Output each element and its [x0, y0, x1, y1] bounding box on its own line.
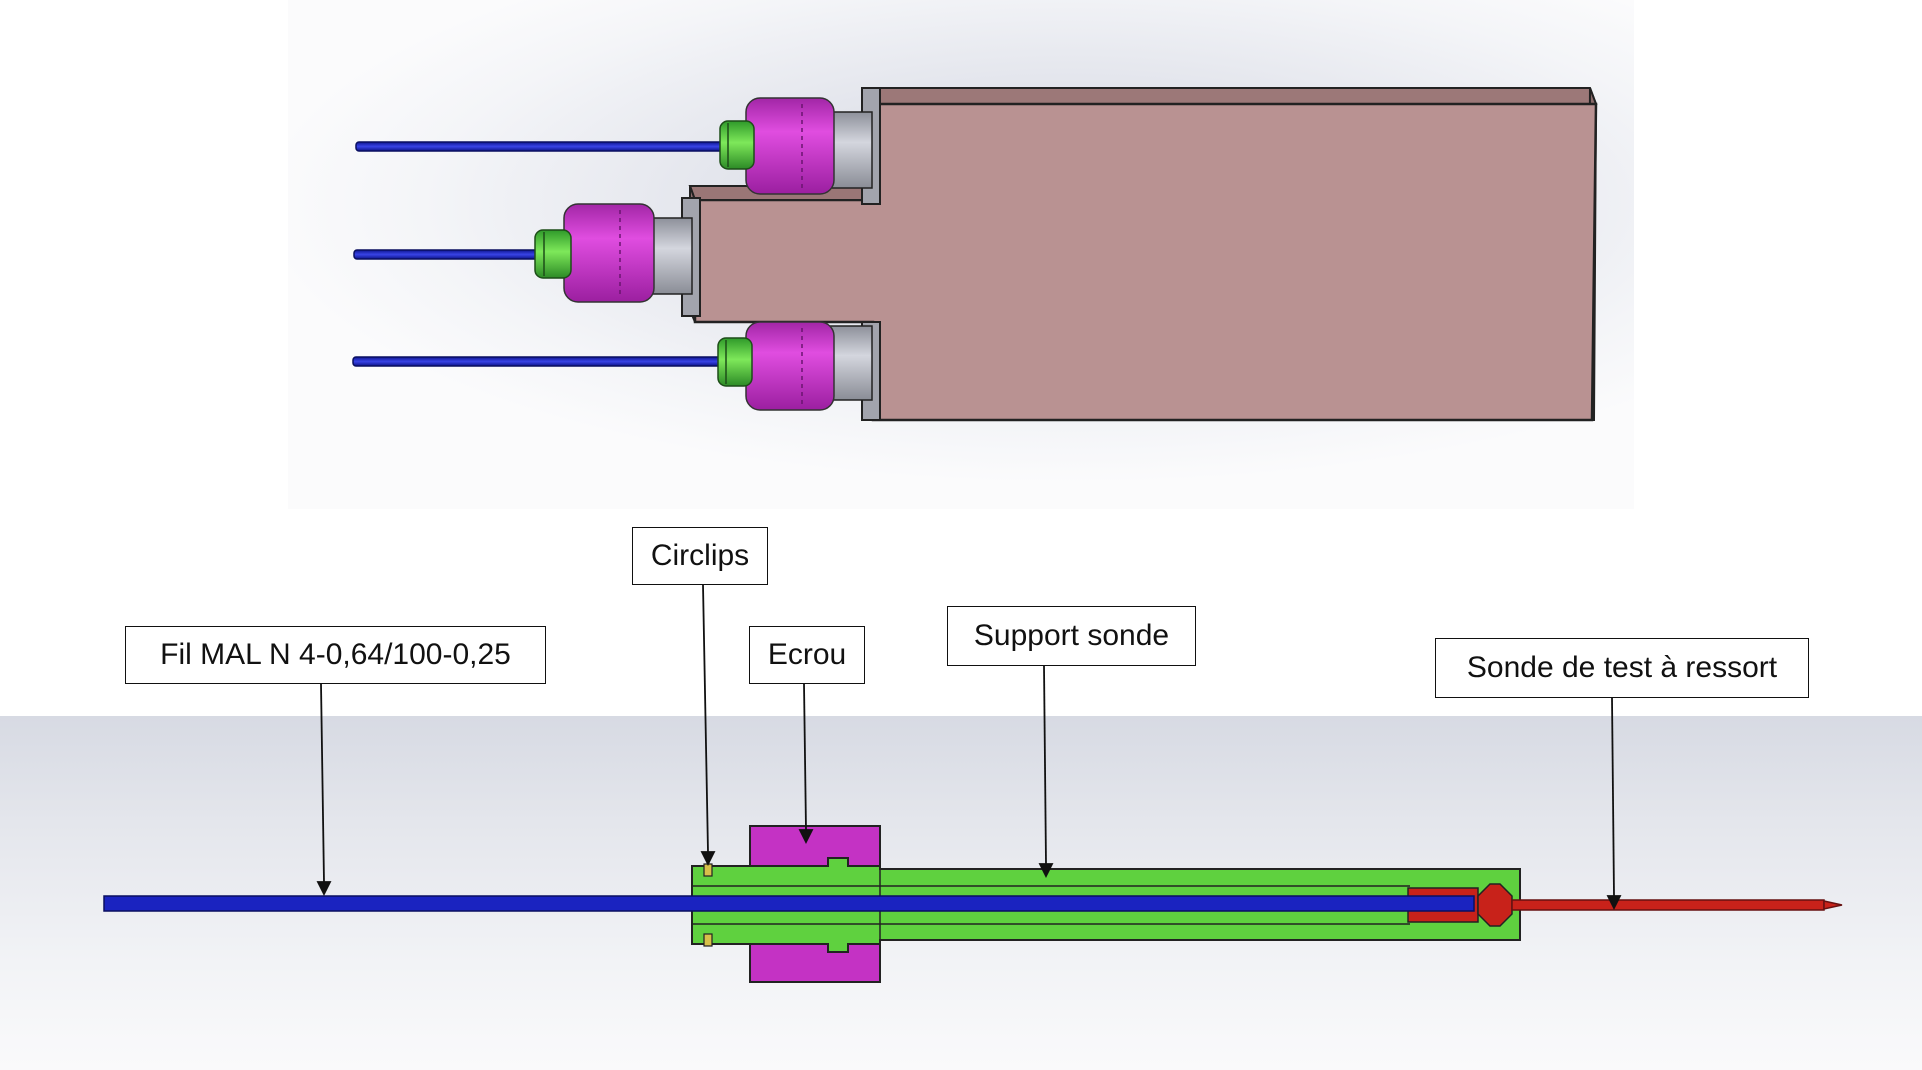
label-nut: Ecrou — [749, 626, 865, 684]
probe-head — [1477, 883, 1513, 927]
callout-leaders — [316, 584, 1622, 911]
green-collar-top — [719, 120, 755, 170]
green-collar-bottom — [717, 337, 753, 387]
probe-tip — [1823, 900, 1843, 910]
nut-top — [745, 97, 835, 195]
leader-circlip-arrow — [700, 851, 716, 867]
label-wire: Fil MAL N 4-0,64/100-0,25 — [125, 626, 546, 684]
leader-wire — [320, 683, 325, 883]
probe-block-assembly — [352, 87, 1598, 422]
ferrule-bottom — [827, 325, 873, 401]
nut-middle — [563, 203, 655, 303]
cross-section-assembly — [103, 825, 1843, 983]
block-top-face — [864, 87, 1598, 105]
label-probe-support: Support sonde — [947, 606, 1196, 666]
leader-support-arrow — [1038, 863, 1054, 879]
leader-nut-arrow — [798, 829, 814, 845]
nut-section-top — [749, 825, 881, 871]
circlip-bottom — [703, 933, 713, 947]
probe-shaft — [1511, 899, 1825, 911]
leader-probe — [1611, 697, 1615, 897]
leader-nut — [803, 683, 807, 831]
wire-top — [355, 141, 725, 152]
ferrule-middle — [647, 217, 693, 295]
connector-top — [355, 97, 873, 195]
connector-bottom — [352, 321, 873, 411]
leader-wire-arrow — [316, 881, 332, 897]
connector-middle — [353, 203, 693, 303]
label-spring-probe: Sonde de test à ressort — [1435, 638, 1809, 698]
wire-bottom — [352, 356, 724, 367]
wire-middle — [353, 249, 541, 260]
nut-bottom — [745, 321, 835, 411]
label-circlip: Circlips — [632, 527, 768, 585]
leader-probe-arrow — [1606, 895, 1622, 911]
nut-section-bottom — [749, 939, 881, 983]
wire-section — [103, 895, 1475, 912]
green-collar-middle — [534, 229, 572, 279]
leader-circlip — [702, 584, 709, 853]
leader-support — [1043, 665, 1047, 865]
